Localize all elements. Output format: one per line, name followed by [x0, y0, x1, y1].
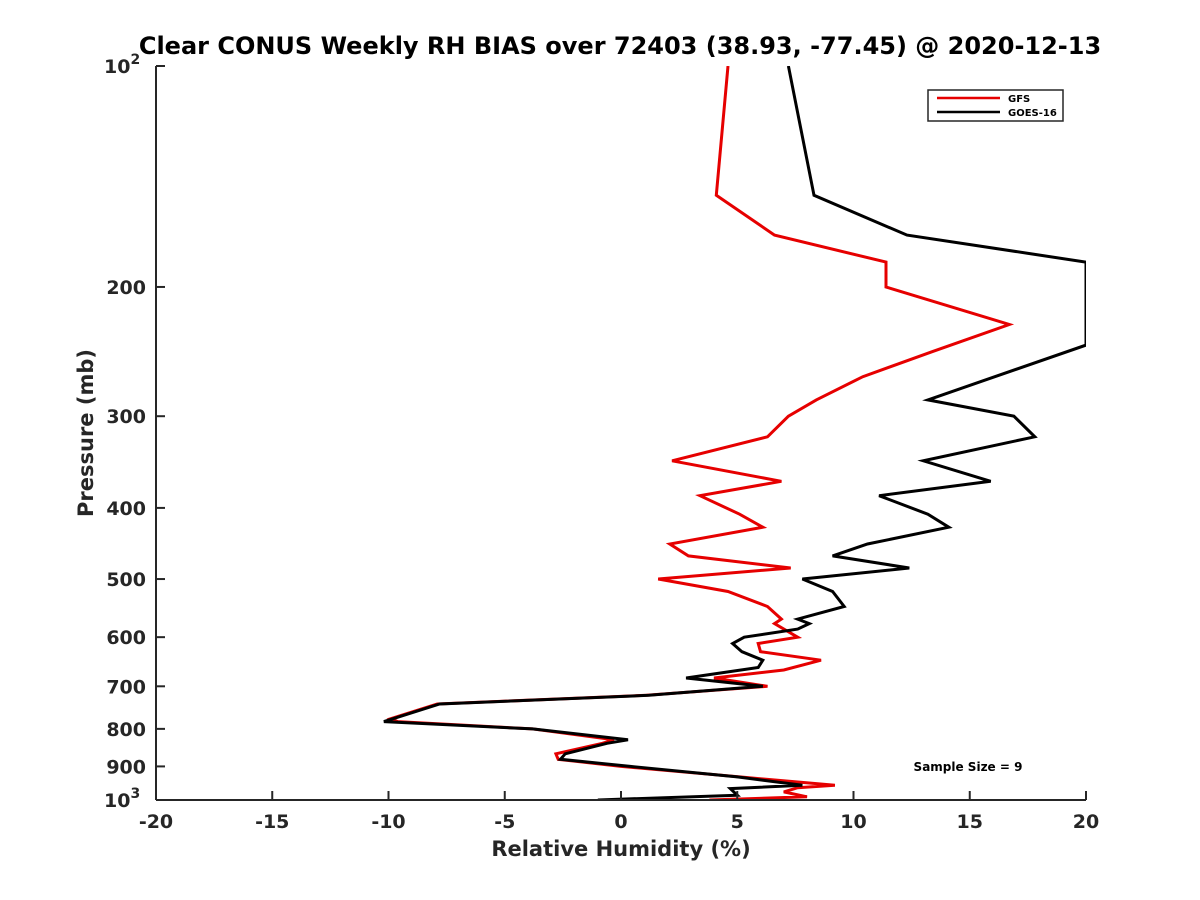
chart-title: Clear CONUS Weekly RH BIAS over 72403 (3…	[139, 32, 1101, 60]
x-tick-label: -15	[255, 811, 289, 833]
legend-box	[927, 89, 1064, 122]
legend-label-goes-16: GOES-16	[1008, 108, 1057, 119]
legend: GFS GOES-16	[927, 89, 1064, 122]
x-tick-label: 10	[840, 811, 866, 833]
y-tick-label: 600	[106, 627, 146, 649]
y-tick-label: 103	[104, 786, 140, 812]
y-tick-label: 102	[104, 52, 140, 78]
x-tick-label: -20	[139, 811, 173, 833]
y-tick-label: 300	[106, 406, 146, 428]
y-axis-label: Pressure (mb)	[74, 349, 98, 517]
axes-layer: -20 -15 -10 -5 0 5 10 15 20 102 200 300 400 500 600 700…	[104, 52, 1099, 833]
y-tick-label: 800	[106, 719, 146, 741]
legend-label-gfs: GFS	[1008, 94, 1030, 105]
x-tick-label: -10	[371, 811, 405, 833]
x-axis-label: Relative Humidity (%)	[491, 837, 750, 861]
y-tick-label: 200	[106, 277, 146, 299]
x-tick-label: 20	[1073, 811, 1099, 833]
sample-size-annotation: Sample Size = 9	[914, 760, 1023, 774]
x-tick-label: 15	[957, 811, 983, 833]
x-tick-label: 0	[614, 811, 627, 833]
y-tick-label: 900	[106, 756, 146, 778]
x-tick-label: 5	[731, 811, 744, 833]
series-line-gfs	[386, 66, 1015, 800]
y-tick-label: 500	[106, 569, 146, 591]
y-tick-label: 400	[106, 498, 146, 520]
series-layer	[383, 66, 1086, 800]
y-tick-label: 700	[106, 676, 146, 698]
x-tick-label: -5	[494, 811, 515, 833]
series-line-goes-16	[383, 66, 1086, 800]
